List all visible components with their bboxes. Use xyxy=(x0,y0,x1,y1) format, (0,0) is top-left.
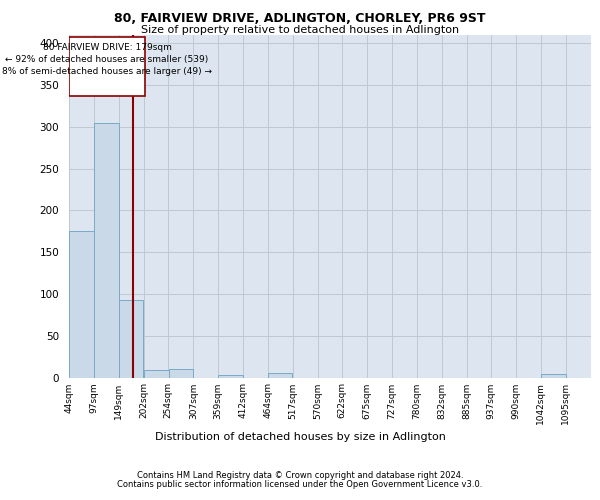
Bar xyxy=(218,375,243,378)
Bar xyxy=(268,374,292,378)
Text: Size of property relative to detached houses in Adlington: Size of property relative to detached ho… xyxy=(141,25,459,35)
Text: 8% of semi-detached houses are larger (49) →: 8% of semi-detached houses are larger (4… xyxy=(2,66,212,76)
Bar xyxy=(69,232,94,378)
Bar xyxy=(119,300,143,378)
Text: Distribution of detached houses by size in Adlington: Distribution of detached houses by size … xyxy=(155,432,445,442)
Text: 80, FAIRVIEW DRIVE, ADLINGTON, CHORLEY, PR6 9ST: 80, FAIRVIEW DRIVE, ADLINGTON, CHORLEY, … xyxy=(114,12,486,26)
Text: Contains public sector information licensed under the Open Government Licence v3: Contains public sector information licen… xyxy=(118,480,482,489)
Bar xyxy=(169,369,193,378)
Bar xyxy=(541,374,566,378)
FancyBboxPatch shape xyxy=(69,36,145,96)
Text: Contains HM Land Registry data © Crown copyright and database right 2024.: Contains HM Land Registry data © Crown c… xyxy=(137,471,463,480)
Text: 80 FAIRVIEW DRIVE: 179sqm: 80 FAIRVIEW DRIVE: 179sqm xyxy=(43,44,172,52)
Bar xyxy=(144,370,169,378)
Text: ← 92% of detached houses are smaller (539): ← 92% of detached houses are smaller (53… xyxy=(5,55,209,64)
Bar xyxy=(94,122,119,378)
